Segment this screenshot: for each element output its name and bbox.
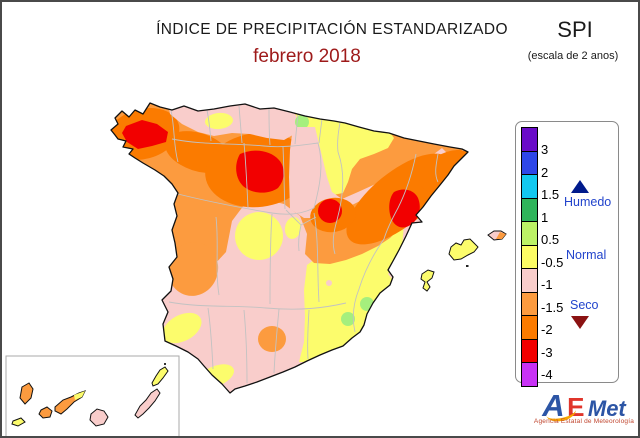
legend-color-cell	[522, 339, 537, 363]
la-gomera-island	[38, 406, 53, 419]
center-yellow-blob	[235, 212, 283, 260]
legend-color-cell	[522, 292, 537, 316]
humid-triangle-icon	[571, 180, 589, 193]
navarra-green-spot	[295, 115, 309, 129]
legend-tick-label: -1.5	[541, 299, 564, 315]
legend-color-cell	[522, 316, 537, 340]
center-yellow-blob-small	[284, 217, 302, 239]
lanzarote-island	[151, 366, 169, 387]
murcia-green-spot-2	[341, 312, 355, 326]
aemet-tagline: Agencia Estatal de Meteorología	[533, 418, 635, 425]
legend-tick-label: -1	[541, 277, 553, 292]
subtitle-month: febrero 2018	[253, 46, 361, 67]
legend-tick-label: -4	[541, 367, 553, 382]
canary-inset	[5, 355, 180, 436]
mallorca-island	[448, 238, 479, 261]
burgos-red-zone	[236, 150, 284, 193]
aemet-logo: A E Met Agencia Estatal de Meteorología	[532, 388, 636, 434]
dry-triangle-icon	[571, 316, 589, 329]
la-palma-island	[19, 382, 34, 405]
color-scale-bar	[521, 127, 538, 387]
ibiza-island	[420, 269, 435, 292]
legend-color-cell	[522, 363, 537, 386]
legend-tick-label: 1	[541, 209, 549, 225]
menorca-orange-part	[496, 232, 506, 239]
legend-color-cell	[522, 198, 537, 222]
ebro-pink-band	[289, 127, 449, 218]
logo-letter-e: E	[567, 392, 584, 422]
legend-color-cell	[522, 222, 537, 246]
legend-tick-label: 2	[541, 164, 549, 180]
cantabria-yellow-spot	[205, 112, 233, 130]
index-abbr: SPI	[557, 17, 593, 42]
balearic-islands	[420, 230, 507, 292]
el-hierro-island	[11, 417, 26, 427]
cadiz-yellow-patch	[162, 312, 202, 344]
fuerteventura-island	[134, 388, 161, 419]
tiny-pink-dot	[326, 280, 332, 286]
badajoz-orange-zone	[167, 242, 219, 296]
legend-color-cell	[522, 269, 537, 293]
legend-tick-label: 3	[541, 142, 549, 157]
legend-color-cell	[522, 128, 537, 152]
province-borders	[168, 105, 439, 384]
islet-marker	[164, 363, 166, 365]
page-title: ÍNDICE DE PRECIPITACIÓN ESTANDARIZADO	[156, 21, 508, 38]
legend-tick-label: -2	[541, 322, 553, 337]
cabrera-islet	[466, 265, 469, 267]
gran-canaria-island	[89, 408, 109, 427]
dry-label: Seco	[570, 298, 599, 312]
logo-letter-a: A	[542, 388, 564, 423]
logo-letters-met: Met	[587, 396, 626, 421]
aemet-logo-text: A E Met	[532, 388, 636, 424]
legend-tick-label: -3	[541, 344, 553, 360]
galicia-red-zone	[122, 120, 168, 149]
humid-label: Humedo	[564, 195, 612, 209]
normal-label: Normal	[566, 248, 607, 262]
mainland-coastline	[110, 102, 469, 394]
legend-tick-label: 1.5	[541, 187, 560, 202]
legend-tick-label: -0.5	[541, 254, 564, 270]
north-coast-pink-strip	[168, 103, 300, 140]
legend-tick-label: 0.5	[541, 232, 560, 247]
legend-color-cell	[522, 175, 537, 199]
tenerife-yellow-tip	[74, 391, 85, 400]
map-legend: 3 2 1.5 1 0.5 -0.5 -1 -1.5 -2 -3 -4 Humedo Normal …	[515, 121, 619, 387]
granada-orange-zone	[258, 326, 286, 352]
teruel-red-zone	[318, 199, 342, 223]
tarragona-red-zone	[389, 189, 420, 228]
legend-color-cell	[522, 245, 537, 269]
legend-color-cell	[522, 151, 537, 175]
scale-note: (escala de 2 anos)	[527, 50, 619, 62]
